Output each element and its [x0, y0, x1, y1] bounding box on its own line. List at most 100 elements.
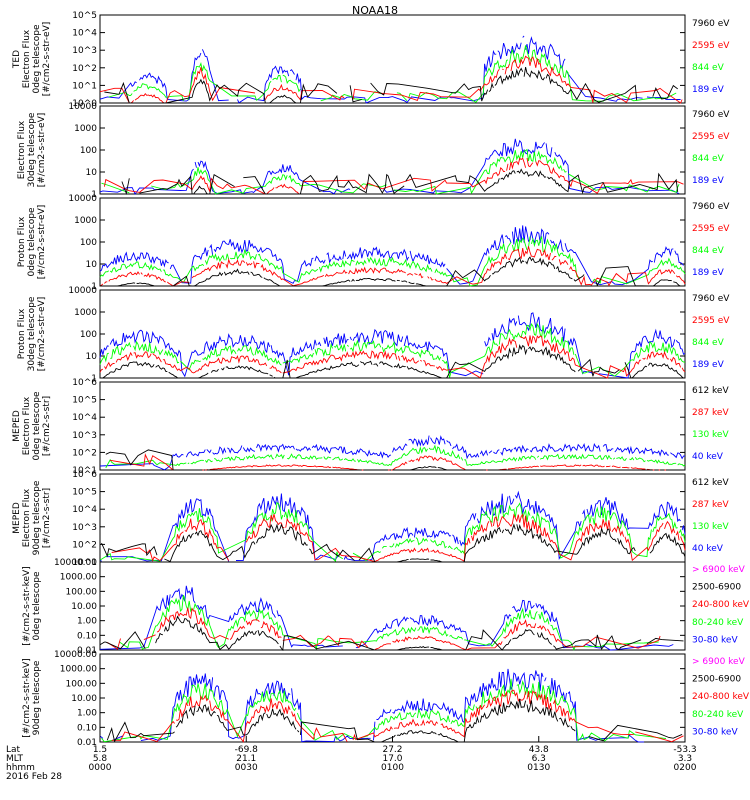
legend-entry: 7960 eV	[692, 110, 730, 120]
y-axis-label: Proton Flux	[17, 216, 27, 267]
y-tick-label: 10^5	[72, 488, 97, 498]
legend-entry: 40 keV	[692, 452, 724, 462]
legend-entry: 80-240 keV	[692, 618, 744, 628]
series-trace-7960-ev	[121, 168, 679, 196]
y-tick-label: 10^6	[72, 470, 97, 480]
y-tick-label: 10	[86, 352, 98, 362]
y-tick-label: 10000.00	[54, 558, 97, 568]
footer-value: 1.5	[93, 745, 107, 755]
series-trace-40-kev	[99, 435, 686, 471]
y-axis-label: [#/cm2-s-str-eV]	[37, 297, 47, 372]
y-tick-label: 100	[80, 238, 97, 248]
legend-entry: 7960 eV	[692, 202, 730, 212]
y-tick-label: 100.00	[66, 679, 98, 689]
legend-entry: 2595 eV	[692, 41, 730, 51]
series-trace-80-240-kev	[118, 595, 659, 651]
y-axis-label: 90deg telescope	[32, 480, 42, 555]
y-tick-label: 1.00	[77, 709, 97, 719]
legend-entry: 844 eV	[692, 154, 725, 164]
series-trace-7960-ev	[100, 256, 685, 287]
y-tick-label: 10000	[68, 194, 97, 204]
y-tick-label: 0.10	[77, 723, 97, 733]
chart-title: NOAA18	[352, 4, 398, 17]
legend-entry: 287 keV	[692, 408, 729, 418]
y-tick-label: 1000	[74, 308, 97, 318]
footer-value: -53.3	[673, 745, 696, 755]
footer-row-label: MLT	[6, 754, 24, 764]
series-trace-189-ev	[99, 312, 686, 379]
legend-entry: 844 eV	[692, 63, 725, 73]
y-tick-label: 10^5	[72, 11, 97, 21]
footer-value: 17.0	[382, 754, 402, 764]
legend-entry: 189 eV	[692, 85, 725, 95]
y-tick-label: 100	[80, 330, 97, 340]
legend-entry: 2595 eV	[692, 316, 730, 326]
footer-value: 27.2	[382, 745, 402, 755]
y-tick-label: 10^4	[72, 505, 97, 515]
legend-entry: 189 eV	[692, 268, 725, 278]
y-tick-label: 10^2	[72, 448, 97, 458]
y-axis-label: 90deg telescope	[32, 660, 42, 735]
legend-entry: 30-80 keV	[692, 727, 738, 737]
legend-entry: 240-800 keV	[692, 600, 750, 610]
y-axis-label: [#/cm2-s-str-eV]	[37, 113, 47, 188]
series-trace-612-kev	[105, 449, 685, 471]
legend-entry: 2595 eV	[692, 132, 730, 142]
y-axis-label: 0deg telescope	[32, 24, 42, 94]
footer-date: 2016 Feb 28	[6, 772, 62, 782]
y-axis-label: 0deg telescope	[27, 207, 37, 277]
y-tick-label: 1	[91, 374, 97, 384]
legend-entry: 2500-6900	[692, 675, 741, 685]
legend-entry: 612 keV	[692, 386, 729, 396]
y-axis-label: [#/cm2-s-str-keV]	[22, 566, 32, 645]
legend-entry: > 6900 keV	[692, 657, 746, 667]
panel-3: 1 10 100 1000 10000 Proton Flux 0deg telescope…	[17, 194, 730, 292]
y-tick-label: 0.10	[77, 631, 97, 641]
y-tick-label: 10^3	[72, 431, 97, 441]
panel-6: 10^1 10^2 10^3 10^4 10^5 10^6 MEPED Electron Fl…	[12, 470, 729, 568]
legend-entry: 7960 eV	[692, 294, 730, 304]
footer-row-label: hhmm	[6, 763, 35, 773]
y-axis-label: 0deg telescope	[32, 391, 42, 461]
footer-value: 0200	[674, 763, 697, 773]
legend-entry: 2595 eV	[692, 224, 730, 234]
y-tick-label: 10	[86, 168, 98, 178]
legend-entry: 2500-6900	[692, 583, 741, 593]
y-tick-label: 10.00	[71, 694, 97, 704]
series-trace-844-ev	[101, 148, 680, 195]
y-tick-label: 0.01	[77, 738, 97, 748]
y-axis-label: [#/cm2-s-str-eV]	[42, 22, 52, 97]
legend-entry: 189 eV	[692, 360, 725, 370]
y-axis-label: Electron Flux	[22, 29, 32, 88]
legend-entry: 130 keV	[692, 522, 729, 532]
y-tick-label: 10^1	[72, 466, 97, 476]
series-trace-30-80-kev	[99, 668, 645, 743]
legend-entry: 7960 eV	[692, 19, 730, 29]
series-trace-130-kev	[105, 444, 686, 469]
footer-value: 0030	[235, 763, 258, 773]
legend-entry: 130 keV	[692, 430, 729, 440]
series-trace-80-240-kev	[101, 678, 667, 743]
series-trace-2500-6900	[106, 699, 683, 743]
y-tick-label: 1000	[74, 216, 97, 226]
legend-entry: 80-240 keV	[692, 710, 744, 720]
y-axis-label: [#/cm2-s-str-keV]	[22, 658, 32, 737]
panel-2: 1 10 100 1000 10000 Electron Flux 30deg telesc…	[17, 102, 730, 200]
y-tick-label: 10000	[68, 102, 97, 112]
y-tick-label: 10^3	[72, 523, 97, 533]
y-tick-label: 10000.00	[54, 650, 97, 660]
series-trace-240-800-kev	[107, 607, 661, 651]
footer-value: 3.3	[678, 754, 692, 764]
series-trace-844-ev	[99, 235, 686, 287]
y-tick-label: 1000.00	[60, 665, 97, 675]
footer-value: 0000	[89, 763, 112, 773]
y-tick-label: 10^2	[72, 64, 97, 74]
footer-value: -69.8	[235, 745, 259, 755]
y-axis-label: [#/cm2-s-str]	[42, 488, 52, 548]
y-tick-label: 1000	[74, 124, 97, 134]
y-tick-label: 10^5	[72, 396, 97, 406]
footer-row-label: Lat	[6, 745, 21, 755]
y-tick-label: 10	[86, 260, 98, 270]
